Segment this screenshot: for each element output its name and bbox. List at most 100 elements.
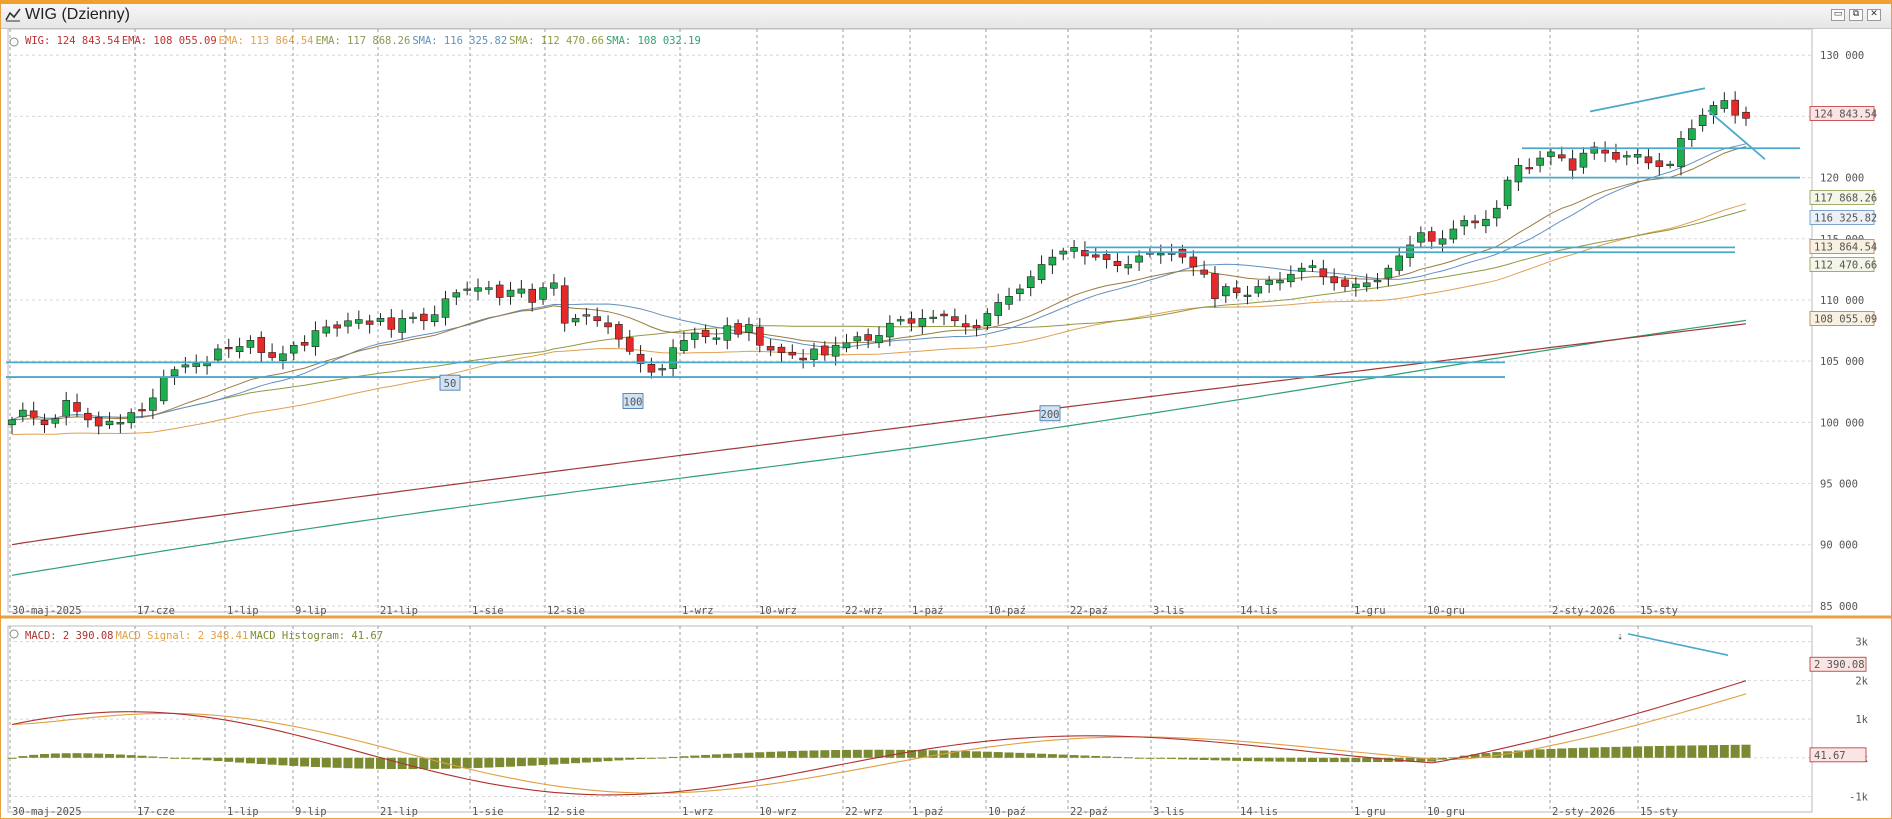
macd-histogram-bar bbox=[1037, 753, 1047, 758]
price-legend-item: SMA: 112 470.66 bbox=[509, 35, 604, 47]
candle-body bbox=[755, 326, 764, 346]
macd-histogram-bar bbox=[1297, 757, 1307, 762]
price-tick-label: 130 000 bbox=[1820, 50, 1864, 62]
candle-body bbox=[495, 284, 504, 298]
macd-legend-item: MACD Signal: 2 348.41 bbox=[115, 630, 249, 642]
macd-histogram-bar bbox=[1080, 755, 1090, 758]
candle-body bbox=[1156, 253, 1165, 256]
macd-histogram-bar bbox=[1535, 749, 1545, 758]
candle-body bbox=[1482, 218, 1490, 227]
macd-tick-label: -1k bbox=[1849, 792, 1869, 804]
candle-body bbox=[1720, 100, 1729, 109]
macd-histogram-bar bbox=[885, 749, 895, 758]
candle-body bbox=[1048, 256, 1057, 266]
minimize-icon[interactable]: ▭ bbox=[1831, 9, 1845, 21]
macd-histogram-bar bbox=[1329, 757, 1339, 763]
candle-body bbox=[1113, 261, 1122, 267]
macd-histogram-bar bbox=[755, 752, 765, 758]
candle-body bbox=[73, 402, 81, 412]
candle-body bbox=[485, 287, 493, 290]
macd-histogram-bar bbox=[1513, 750, 1523, 758]
date-label: 22-paź bbox=[1070, 806, 1108, 818]
candle-body bbox=[625, 337, 634, 352]
candle-body bbox=[680, 340, 688, 352]
price-tick-label: 90 000 bbox=[1820, 540, 1858, 552]
candle-body bbox=[398, 318, 406, 333]
candle-body bbox=[907, 318, 916, 324]
candle-body bbox=[799, 357, 807, 361]
date-label: 10-wrz bbox=[759, 806, 797, 818]
candle-body bbox=[84, 412, 92, 421]
arrow-down-icon: ⇣ bbox=[1617, 631, 1623, 643]
candle-body bbox=[712, 337, 721, 340]
macd-histogram-bar bbox=[1611, 746, 1621, 758]
price-value-tag bbox=[1809, 257, 1875, 272]
candle-body bbox=[138, 409, 146, 412]
price-legend-item: EMA: 117 868.26 bbox=[315, 35, 411, 47]
macd-histogram-bar bbox=[94, 753, 104, 758]
macd-histogram-bar bbox=[592, 757, 602, 762]
macd-histogram-bar bbox=[1578, 747, 1588, 758]
macd-trendline bbox=[1627, 633, 1729, 656]
candle-body bbox=[723, 325, 732, 341]
close-icon[interactable]: ✕ bbox=[1867, 9, 1881, 21]
candle-body bbox=[1449, 228, 1458, 240]
title-bar[interactable]: WIG (Dzienny) ▭ ⧉ ✕ bbox=[1, 4, 1891, 29]
macd-histogram-bar bbox=[776, 751, 786, 758]
macd-histogram-bar bbox=[40, 754, 50, 758]
macd-value-tag bbox=[1809, 747, 1867, 763]
date-label: 21-lip bbox=[380, 806, 418, 818]
price-tick-label: 100 000 bbox=[1820, 417, 1864, 429]
macd-histogram-bar bbox=[1373, 757, 1383, 763]
sma200-line bbox=[11, 319, 1747, 576]
macd-histogram-bar bbox=[1318, 757, 1328, 763]
date-label: 22-wrz bbox=[845, 605, 883, 617]
date-label: 10-gru bbox=[1427, 605, 1465, 617]
candle-body bbox=[1547, 151, 1555, 157]
date-label: 10-paź bbox=[988, 806, 1026, 818]
macd-histogram-bar bbox=[852, 749, 862, 758]
macd-tick-label: 3k bbox=[1855, 637, 1868, 649]
macd-histogram-bar bbox=[928, 750, 938, 758]
date-label: 22-paź bbox=[1070, 605, 1108, 617]
candle-body bbox=[1102, 254, 1111, 260]
macd-histogram-bar bbox=[1427, 757, 1437, 762]
date-label: 10-wrz bbox=[759, 605, 797, 617]
candle-body bbox=[420, 313, 428, 322]
date-label: 22-wrz bbox=[845, 806, 883, 818]
macd-histogram-bar bbox=[386, 757, 396, 770]
candle-body bbox=[1243, 294, 1252, 297]
macd-histogram-bar bbox=[1112, 756, 1122, 758]
macd-line bbox=[11, 680, 1747, 796]
candle-body bbox=[463, 288, 471, 291]
macd-histogram-bar bbox=[1145, 757, 1155, 759]
price-value-tag-text: 108 055.09 bbox=[1814, 314, 1877, 326]
trendline bbox=[1589, 87, 1706, 113]
candle-body bbox=[1222, 286, 1230, 297]
candle-body bbox=[528, 288, 537, 303]
price-value-tag-text: 116 325.82 bbox=[1814, 213, 1877, 225]
macd-histogram-bar bbox=[1719, 744, 1729, 758]
candle-body bbox=[875, 335, 883, 344]
candle-body bbox=[1677, 138, 1685, 168]
candle-body bbox=[1287, 273, 1295, 283]
trendline bbox=[1707, 109, 1766, 160]
candle-body bbox=[1005, 295, 1013, 305]
macd-histogram-bar bbox=[831, 750, 841, 758]
candle-body bbox=[1590, 146, 1599, 154]
candle-body bbox=[441, 298, 450, 318]
macd-histogram-bar bbox=[7, 757, 17, 759]
macd-histogram-bar bbox=[581, 757, 591, 763]
candle-body bbox=[257, 337, 266, 353]
candle-body bbox=[1557, 154, 1566, 159]
restore-icon[interactable]: ⧉ bbox=[1849, 9, 1863, 21]
macd-histogram-bar bbox=[841, 749, 851, 758]
candle-body bbox=[1395, 255, 1403, 271]
candle-body bbox=[810, 348, 818, 360]
candle-body bbox=[344, 320, 352, 327]
macd-histogram-bar bbox=[711, 754, 721, 758]
macd-histogram-bar bbox=[1557, 748, 1567, 758]
date-label: 17-cze bbox=[137, 806, 175, 818]
candle-body bbox=[300, 342, 309, 346]
price-legend-item: EMA: 108 055.09 bbox=[121, 35, 217, 47]
